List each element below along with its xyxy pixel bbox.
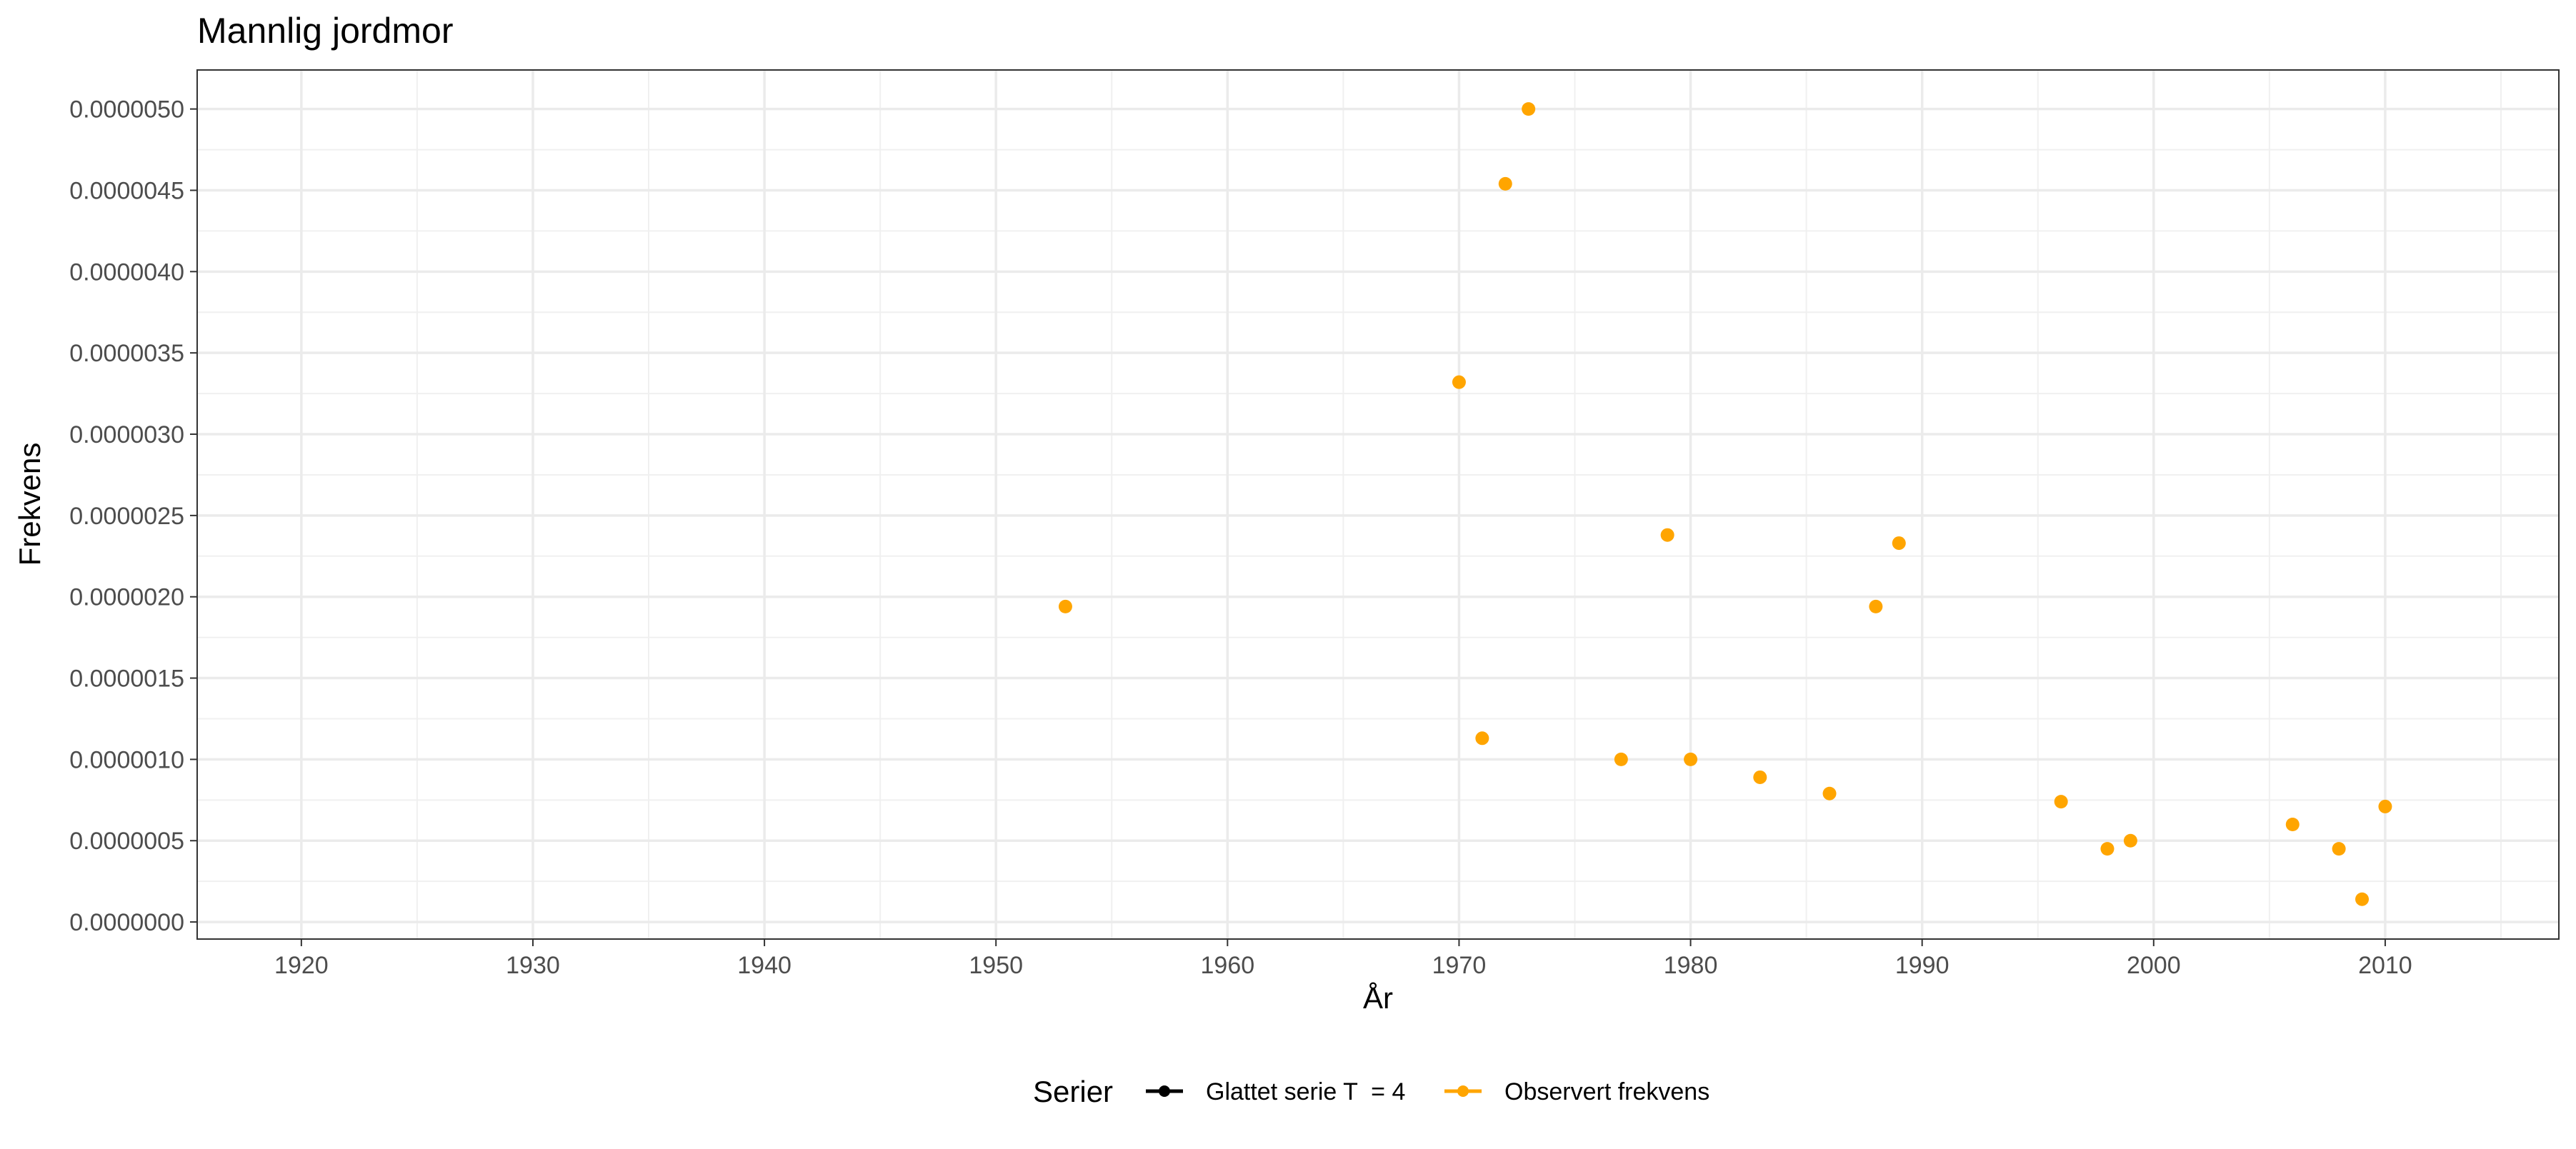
grid-major (197, 70, 2559, 939)
y-tick-label-9: 0.0000045 (69, 177, 184, 204)
panel-border (196, 69, 2560, 940)
y-tick-label-6: 0.0000030 (69, 421, 184, 448)
data-point-s1-1979 (1660, 528, 1674, 542)
data-point-s1-1977 (1614, 752, 1628, 766)
x-tick-label-1930: 1930 (506, 952, 560, 979)
x-tick-label-1970: 1970 (1432, 952, 1487, 979)
data-point-s1-1980 (1684, 752, 1698, 766)
y-tick-label-3: 0.0000015 (69, 666, 184, 693)
y-axis-title: Frekvens (13, 443, 46, 566)
legend-item-observert-frekvens: Observert frekvens (1444, 1078, 1709, 1105)
legend: Serier Glattet serie T = 4 Observert fre… (1033, 1075, 1709, 1108)
data-point-s1-1983 (1753, 770, 1767, 784)
x-axis-title: År (1363, 981, 1393, 1015)
legend-title: Serier (1033, 1075, 1113, 1108)
x-tick-label-1940: 1940 (737, 952, 792, 979)
y-tick-label-8: 0.0000040 (69, 259, 184, 286)
data-point-s1-1986 (1822, 786, 1837, 801)
y-tick-label-10: 0.0000050 (69, 96, 184, 124)
x-tick-label-1960: 1960 (1201, 952, 1255, 979)
y-tick-label-7: 0.0000035 (69, 340, 184, 367)
x-axis: 1920 1930 1940 1950 1960 1970 1980 1990 2000 2010 (274, 939, 2412, 979)
data-point-s1-1989 (1892, 536, 1906, 551)
x-tick-label-1990: 1990 (1895, 952, 1950, 979)
data-point-s1-1972 (1498, 176, 1512, 191)
plot-panel (196, 69, 2560, 940)
y-tick-label-4: 0.0000020 (69, 584, 184, 611)
data-point-s1-2008 (2332, 842, 2346, 856)
data-point-s1-2009 (2355, 892, 2369, 906)
legend-label-glattet-serie: Glattet serie T = 4 (1206, 1078, 1405, 1105)
y-tick-label-5: 0.0000025 (69, 503, 184, 530)
y-tick-label-2: 0.0000010 (69, 746, 184, 773)
x-tick-label-1980: 1980 (1664, 952, 1718, 979)
data-point-s1-1953 (1058, 599, 1072, 613)
data-point-s1-1996 (2054, 795, 2068, 809)
x-tick-label-1950: 1950 (969, 952, 1023, 979)
data-point-s1-2006 (2285, 817, 2300, 831)
legend-key-glattet-serie-point (1159, 1085, 1170, 1097)
data-point-s1-1971 (1475, 731, 1489, 746)
panel-background (197, 70, 2559, 939)
data-point-s1-2010 (2378, 799, 2392, 813)
data-point-s1-1970 (1452, 375, 1466, 389)
chart-title: Mannlig jordmor (197, 11, 453, 51)
data-point-s1-1988 (1869, 599, 1883, 613)
data-point-s1-1998 (2100, 842, 2115, 856)
y-tick-label-0: 0.0000000 (69, 909, 184, 936)
legend-label-observert-frekvens: Observert frekvens (1504, 1078, 1709, 1105)
grid-minor (197, 70, 2559, 939)
data-point-s1-1999 (2123, 833, 2137, 848)
y-axis: 0.0000000 0.0000005 0.0000010 0.0000015 0.00… (69, 96, 197, 936)
x-tick-label-1920: 1920 (274, 952, 329, 979)
data-points (1058, 102, 2392, 906)
legend-item-glattet-serie: Glattet serie T = 4 (1146, 1078, 1405, 1105)
x-tick-label-2000: 2000 (2127, 952, 2181, 979)
legend-key-observert-frekvens-point (1457, 1085, 1469, 1097)
data-point-s1-1973 (1522, 102, 1536, 116)
y-tick-label-1: 0.0000005 (69, 828, 184, 855)
x-tick-label-2010: 2010 (2358, 952, 2412, 979)
